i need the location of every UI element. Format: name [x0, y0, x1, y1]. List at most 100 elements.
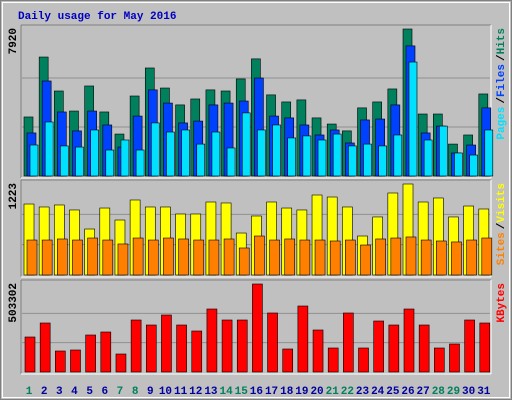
bar [454, 152, 463, 177]
bar [150, 122, 160, 177]
bar [449, 343, 460, 373]
bar [161, 314, 172, 373]
bar [363, 143, 372, 177]
bar [358, 347, 369, 373]
bar [479, 322, 491, 373]
bar [327, 347, 339, 373]
bar [420, 239, 432, 276]
bar [299, 239, 311, 276]
bar [145, 324, 157, 373]
bar [484, 129, 494, 177]
bar [57, 238, 68, 276]
bar [272, 124, 281, 177]
x-tick-label: 5 [86, 386, 93, 398]
bar [332, 133, 342, 177]
bar [115, 353, 127, 373]
bar [70, 349, 81, 373]
bar [26, 239, 38, 276]
bar [102, 239, 114, 276]
bar [181, 129, 190, 177]
x-tick-label: 6 [101, 386, 108, 398]
bar [267, 312, 278, 373]
x-tick-label: 11 [174, 386, 188, 398]
bar [147, 239, 159, 276]
bar [60, 145, 69, 177]
bar [375, 238, 386, 276]
bar [90, 129, 99, 177]
legend-entry: Pages [496, 107, 508, 140]
legend: KBytes [496, 283, 508, 323]
bar [252, 283, 263, 373]
bar [238, 247, 250, 276]
bar [269, 239, 280, 276]
bar [29, 144, 39, 177]
legend: Sites /Visits [496, 183, 508, 265]
x-tick-label: 2 [41, 386, 48, 398]
bar [408, 61, 418, 177]
bar [481, 237, 493, 276]
bar [55, 350, 66, 373]
bar [178, 238, 189, 276]
bar [378, 145, 387, 177]
legend-entry: Hits [496, 28, 508, 54]
bar [72, 239, 83, 276]
x-tick-label: 24 [371, 386, 385, 398]
bar [117, 243, 129, 276]
bar [39, 322, 51, 373]
x-tick-label: 23 [356, 386, 370, 398]
bar [176, 324, 187, 373]
bar [105, 149, 115, 177]
legend-entry: Files [496, 64, 508, 97]
bar [196, 143, 206, 177]
x-tick-label: 8 [132, 386, 139, 398]
bar [451, 241, 462, 276]
bar [439, 125, 448, 177]
bar [393, 134, 403, 177]
x-tick-label: 7 [117, 386, 124, 398]
bar [191, 330, 203, 373]
bar [405, 236, 417, 276]
legend-separator: / [496, 54, 508, 61]
bar [388, 324, 400, 373]
x-tick-label: 4 [71, 386, 78, 398]
chart-title: Daily usage for May 2016 [18, 11, 176, 23]
bar [193, 239, 205, 276]
bar [130, 319, 142, 373]
bar [329, 240, 341, 276]
legend-entry: Sites [496, 232, 508, 265]
legend: Pages/Files/Hits [496, 28, 508, 140]
bar [132, 237, 144, 276]
x-tick-label: 22 [341, 386, 354, 398]
bar [75, 146, 84, 177]
bar [312, 329, 324, 373]
bar [287, 137, 297, 177]
x-tick-label: 31 [477, 386, 491, 398]
x-tick-label: 19 [295, 386, 308, 398]
bar [236, 319, 248, 373]
x-tick-label: 12 [189, 386, 202, 398]
bar [345, 239, 356, 276]
bar [257, 129, 266, 177]
legend-separator: / [496, 222, 508, 229]
bar [135, 149, 145, 177]
legend-entry: KBytes [496, 283, 508, 323]
x-tick-label: 10 [159, 386, 172, 398]
x-tick-label: 20 [310, 386, 323, 398]
legend-entry: Visits [496, 183, 508, 223]
x-tick-label: 26 [401, 386, 414, 398]
x-tick-label: 29 [447, 386, 460, 398]
bar [85, 334, 96, 373]
bar [282, 348, 294, 373]
bar [403, 308, 415, 373]
bar [221, 319, 233, 373]
y-tick-label: 1223 [8, 183, 20, 210]
x-tick-label: 16 [250, 386, 263, 398]
x-tick-label: 18 [280, 386, 294, 398]
bar [436, 240, 447, 276]
x-tick-label: 14 [219, 386, 233, 398]
x-tick-label: 28 [432, 386, 446, 398]
bar [464, 319, 475, 373]
bar [343, 312, 354, 373]
